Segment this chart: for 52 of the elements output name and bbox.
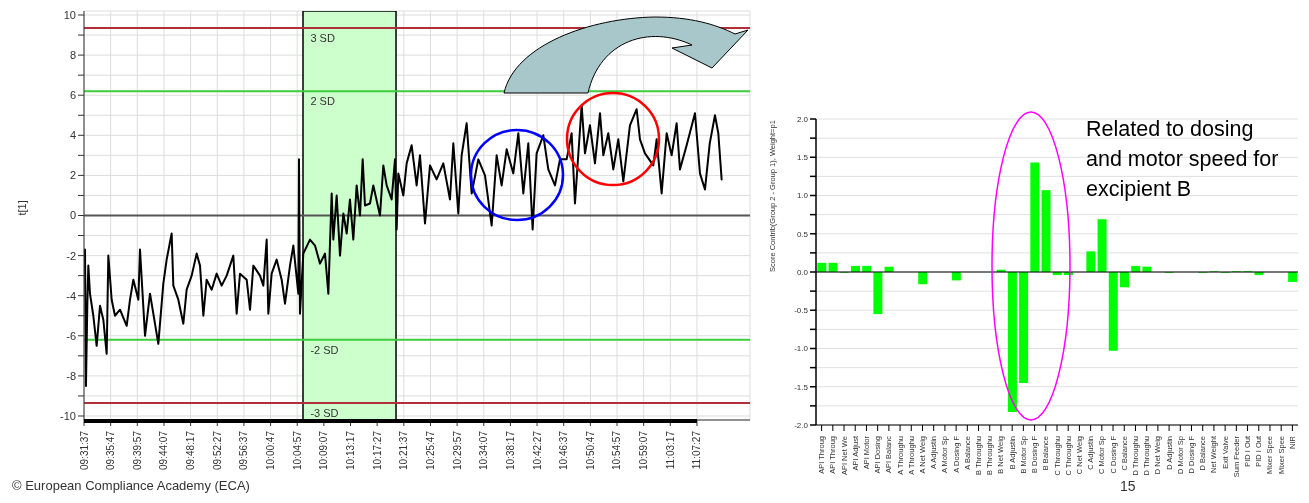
x-tick-label: 10:04:57 [291,430,303,470]
x-tick-label: 09:44:07 [158,430,170,470]
x-tick-label: 10:50:47 [584,430,596,470]
x-tick-label: 10:13:17 [345,430,357,470]
x-tick-label: 10:29:57 [451,430,463,470]
y-tick-label: -6 [66,329,76,342]
x-tick-label: 09:31:37 [78,430,90,470]
x-tick-label: 11:03:17 [664,430,676,470]
x-tick-label: 10:42:27 [531,430,543,470]
y-tick-label: -2 [66,249,76,262]
y-tick-label: -4 [66,289,76,302]
y-tick-label: -8 [66,369,76,382]
ref-line-label: 2 SD [310,95,335,108]
y-tick-label: 1.5 [796,153,809,163]
x-tick-label: 10:34:07 [478,430,490,470]
y-tick-label: -2.0 [794,420,809,430]
ref-line-label: -2 SD [310,343,339,356]
x-tick-label: 10:17:27 [371,430,383,470]
y-tick-label: 10 [63,8,76,21]
y-tick-label: 0.5 [796,229,809,239]
x-tick-label: 09:56:37 [238,430,250,470]
y-tick-label: -10 [60,409,76,422]
y-tick-label: 0 [69,209,76,222]
x-tick-label: 11:07:27 [691,430,703,470]
y-tick-label: -0.5 [794,306,809,316]
x-tick-label: 09:52:27 [211,430,223,470]
y-tick-label: -1.0 [794,344,809,354]
x-tick-label: 10:38:17 [504,430,516,470]
x-tick-label: 10:54:57 [611,430,623,470]
x-tick-label: 10:46:37 [558,430,570,470]
x-tick-label: 10:00:47 [265,430,277,470]
x-tick-label: 09:39:57 [131,430,143,470]
x-tick-label: 10:59:07 [638,430,650,470]
x-tick-label: 10:09:07 [318,430,330,470]
y-tick-label: 2.0 [796,114,809,124]
y-tick-label: -1.5 [794,382,809,392]
annotation: Related to dosing and motor speed for excipient B [1086,116,1280,203]
x-tick-label: 10:21:37 [398,430,410,470]
y-tick-label: 6 [69,89,76,102]
ref-line-label: 3 SD [310,32,335,45]
y-tick-label: 8 [69,49,76,62]
y-tick-label: 4 [69,129,76,142]
y-tick-label: 2 [69,169,76,182]
text: © European Compliance Academy (ECA) [12,478,250,493]
y-axis-title: t[1] [15,200,28,216]
y-tick-label: 0.0 [796,267,809,277]
x-tick-label: 09:48:17 [185,430,197,470]
y-tick-label: 1.0 [796,191,809,201]
x-tick-label: 09:35:47 [105,430,117,470]
x-tick-label: 10:25:47 [424,430,436,470]
text: 15 [1120,478,1136,494]
ref-line-label: -3 SD [310,406,339,419]
